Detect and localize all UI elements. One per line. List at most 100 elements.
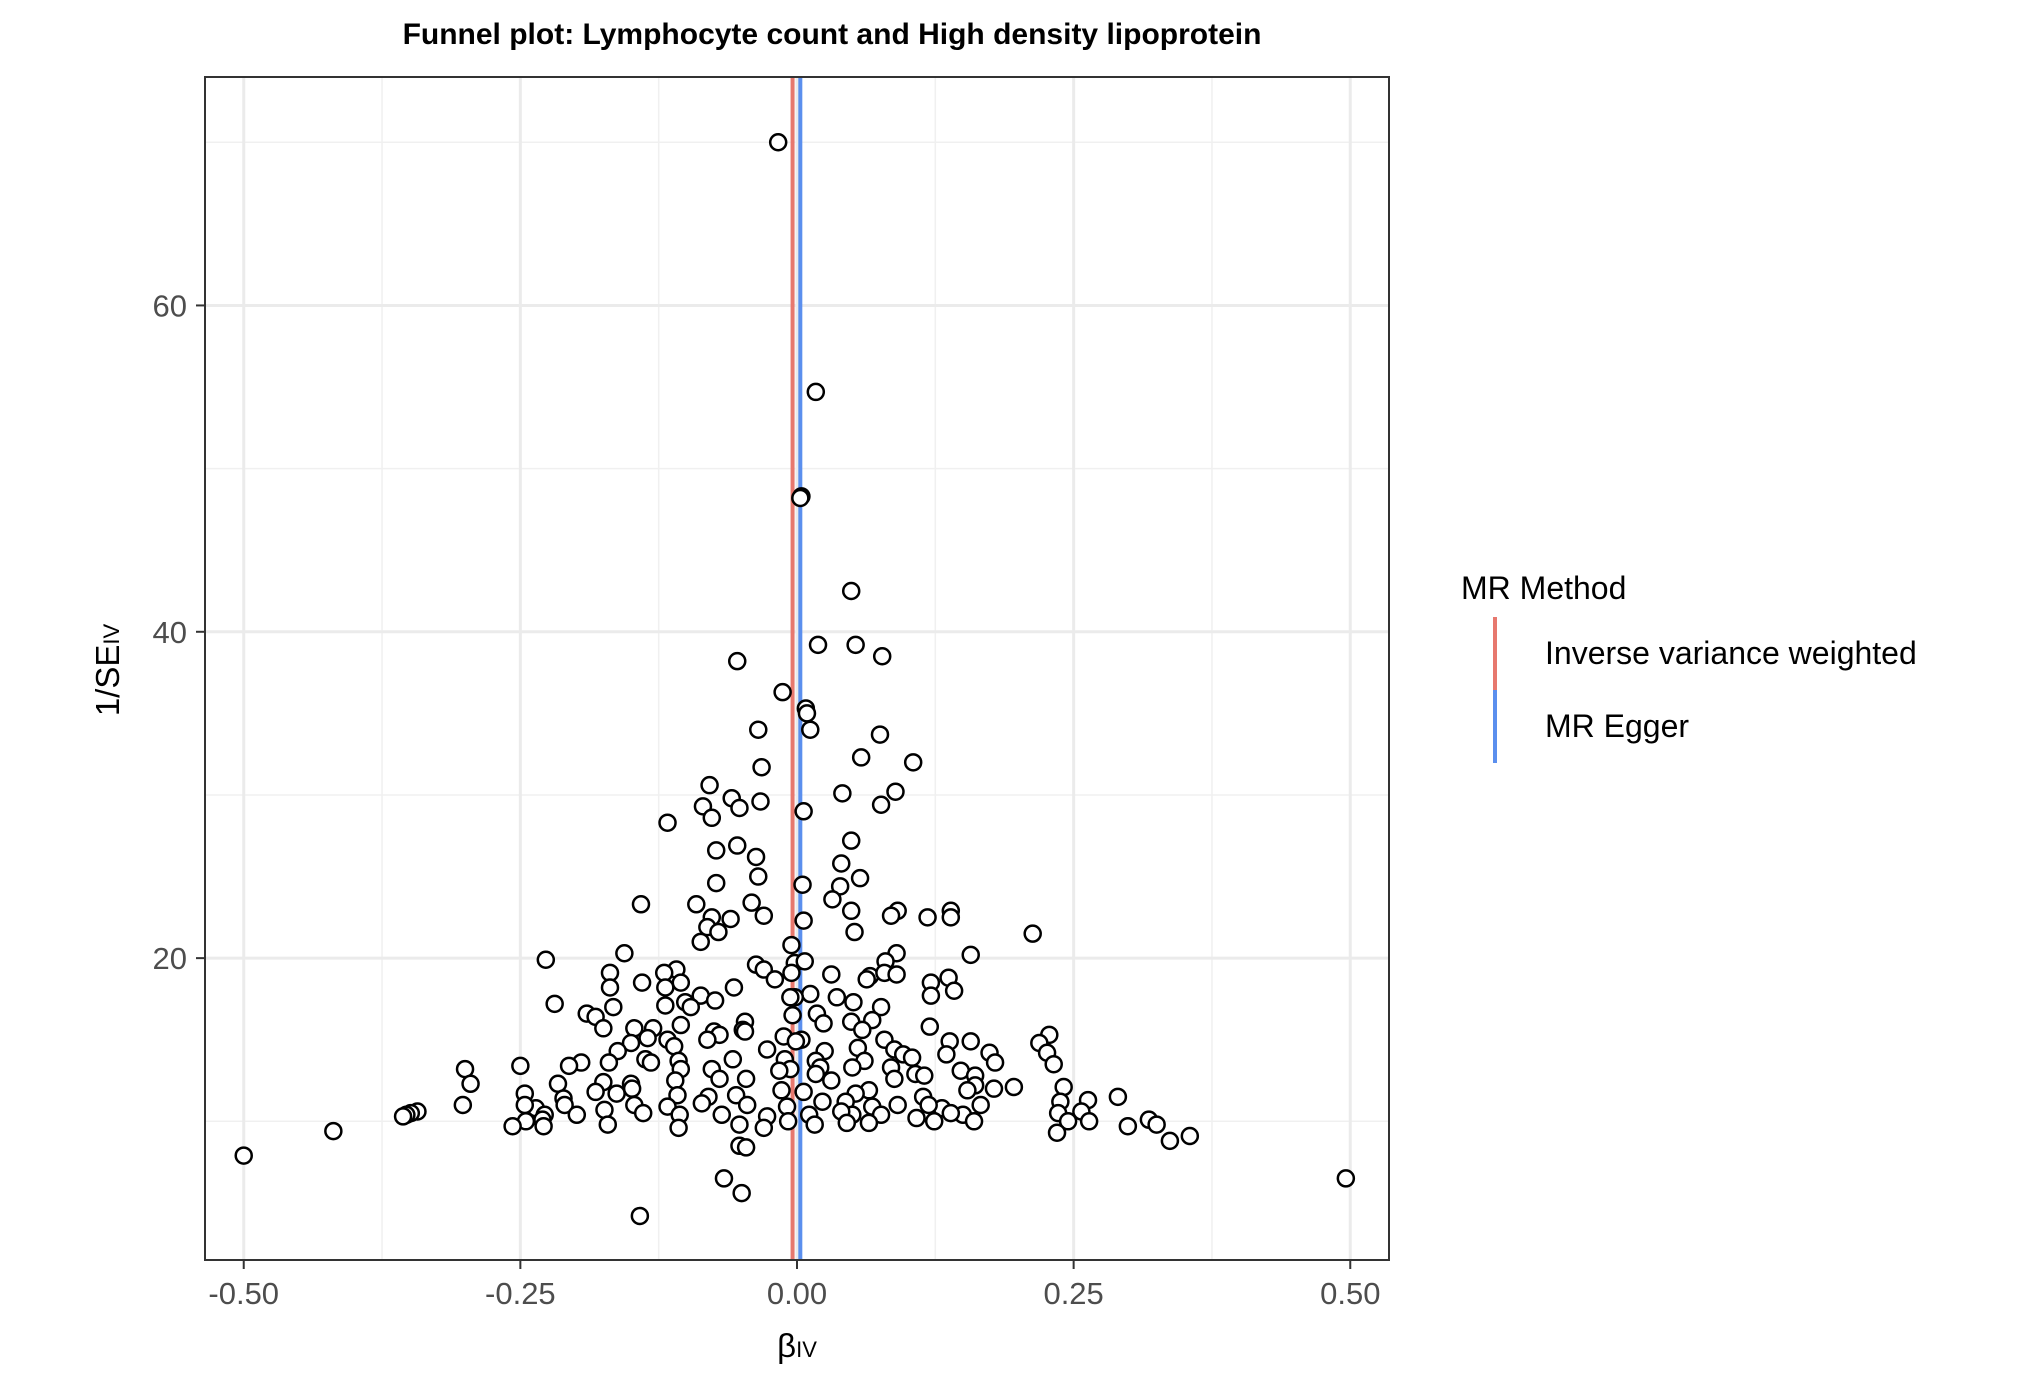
data-point xyxy=(234,1146,253,1165)
data-point xyxy=(706,873,726,893)
legend-entries: Inverse variance weighted MR Egger xyxy=(1493,617,1917,763)
data-point xyxy=(814,1014,833,1033)
y-axis-ticks: 20 40 60 xyxy=(153,288,205,976)
data-point xyxy=(692,1094,712,1113)
data-point xyxy=(1023,924,1042,943)
data-point xyxy=(632,973,652,992)
data-point xyxy=(813,1092,832,1111)
data-point xyxy=(770,1061,789,1080)
data-point xyxy=(706,841,726,860)
data-point xyxy=(859,1113,879,1133)
data-point xyxy=(749,867,768,886)
data-point xyxy=(671,973,691,992)
legend-label: Inverse variance weighted xyxy=(1545,635,1917,671)
data-point xyxy=(534,1116,553,1136)
data-point xyxy=(793,875,812,894)
data-point xyxy=(887,965,906,984)
data-point xyxy=(749,720,768,739)
data-point xyxy=(559,1056,579,1076)
data-point xyxy=(709,922,728,942)
data-point xyxy=(921,986,941,1005)
data-point xyxy=(822,965,841,984)
y-tick-label: 40 xyxy=(153,615,187,650)
data-point xyxy=(1044,1054,1063,1074)
data-point xyxy=(1118,1116,1138,1136)
y-axis-title-sub: IV xyxy=(99,624,124,645)
data-point xyxy=(630,1206,650,1226)
data-point xyxy=(773,682,792,702)
data-point xyxy=(751,792,770,811)
data-point xyxy=(727,836,747,855)
data-point xyxy=(850,868,870,888)
data-point xyxy=(881,906,901,925)
data-point xyxy=(822,1071,841,1090)
data-point xyxy=(808,635,828,655)
data-point xyxy=(736,1138,756,1157)
data-point xyxy=(723,1050,743,1069)
data-point xyxy=(754,1118,774,1138)
data-point xyxy=(844,992,863,1012)
data-point xyxy=(846,635,865,655)
data-point xyxy=(511,1056,530,1076)
chart-title: Funnel plot: Lymphocyte count and High d… xyxy=(403,18,1262,51)
data-point xyxy=(735,1022,755,1041)
data-point xyxy=(801,984,820,1004)
data-point xyxy=(567,1105,587,1125)
data-point xyxy=(851,748,871,767)
data-point xyxy=(915,1066,934,1085)
data-point xyxy=(924,1112,944,1131)
data-point xyxy=(853,1020,872,1040)
data-point xyxy=(641,1053,661,1072)
data-point xyxy=(833,784,852,803)
data-point xyxy=(515,1095,535,1115)
data-point xyxy=(615,943,634,963)
y-tick-label: 60 xyxy=(153,288,187,323)
data-point xyxy=(705,991,725,1010)
data-point xyxy=(871,795,891,814)
plot-grid xyxy=(205,77,1389,1260)
data-point xyxy=(1336,1169,1356,1188)
data-point xyxy=(600,978,620,997)
data-point xyxy=(961,945,980,965)
data-point xyxy=(721,909,740,929)
data-point xyxy=(794,911,813,930)
data-point xyxy=(503,1116,522,1136)
data-point xyxy=(668,1085,687,1105)
data-point xyxy=(937,1045,956,1064)
data-point xyxy=(1004,1077,1024,1097)
data-point xyxy=(782,935,801,955)
data-point xyxy=(837,1113,857,1133)
data-point xyxy=(598,1115,618,1134)
data-point xyxy=(806,1064,826,1084)
legend: MR Method Inverse variance weighted MR Eg… xyxy=(1461,570,1917,763)
data-point xyxy=(656,996,675,1015)
data-point xyxy=(786,1032,806,1051)
data-point xyxy=(1058,1112,1078,1131)
data-point xyxy=(595,1100,614,1120)
data-point xyxy=(687,895,706,914)
data-point xyxy=(794,1082,813,1102)
data-point xyxy=(918,908,937,927)
data-point xyxy=(1079,1112,1099,1131)
data-point xyxy=(658,813,677,832)
x-axis-title-sub: IV xyxy=(796,1337,817,1362)
data-point xyxy=(393,1107,413,1126)
data-point xyxy=(1147,1115,1166,1134)
data-point xyxy=(752,757,771,777)
data-point xyxy=(843,1058,862,1077)
x-axis-title-main: β xyxy=(777,1327,796,1364)
data-point xyxy=(964,1112,984,1131)
data-point xyxy=(631,895,651,914)
legend-title: MR Method xyxy=(1461,570,1626,606)
data-point xyxy=(1160,1131,1180,1151)
data-point xyxy=(453,1095,473,1115)
data-point xyxy=(907,1108,926,1128)
data-point xyxy=(1108,1087,1128,1107)
data-point xyxy=(791,488,810,508)
data-point xyxy=(886,782,905,801)
x-tick-label: -0.50 xyxy=(208,1276,279,1311)
data-point xyxy=(757,1040,777,1059)
data-point xyxy=(827,988,847,1007)
data-point xyxy=(961,1032,980,1051)
